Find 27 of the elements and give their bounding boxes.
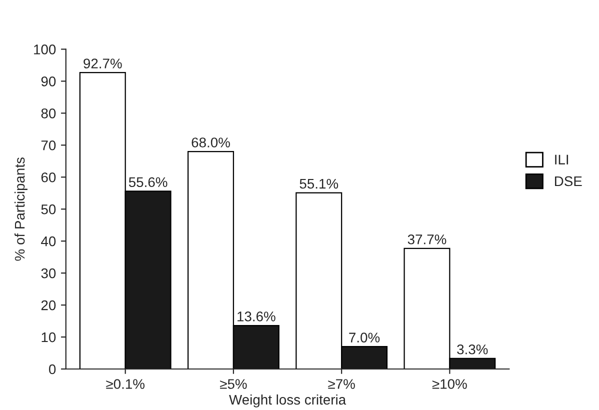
data-label: 13.6% <box>238 312 276 322</box>
y-tick-label: 20 <box>41 300 56 310</box>
data-label: 55.1% <box>300 178 338 189</box>
x-tick-label: ≥5% <box>220 379 247 389</box>
y-tick-label: 90 <box>41 76 56 86</box>
y-tick-label: 40 <box>41 236 56 246</box>
y-tick-label: 0 <box>48 364 56 374</box>
y-tick-label: 70 <box>41 140 56 150</box>
legend-label: ILI <box>555 154 568 164</box>
y-axis-title: % of Participants <box>14 157 28 261</box>
x-tick-label: ≥0.1% <box>106 379 144 389</box>
y-tick-label: 30 <box>41 268 56 278</box>
data-label: 68.0% <box>192 138 230 148</box>
y-tick-label: 100 <box>34 44 56 54</box>
data-label: 7.0% <box>349 332 380 342</box>
data-label: 92.7% <box>84 58 122 68</box>
data-label: 55.6% <box>128 177 168 188</box>
x-tick-label: ≥7% <box>328 379 355 389</box>
x-tick-label: ≥10% <box>432 379 467 389</box>
legend-label: DSE <box>555 176 582 186</box>
data-label: 37.7% <box>408 234 446 244</box>
y-tick-label: 10 <box>42 332 56 342</box>
data-label: 3.3% <box>457 344 488 354</box>
y-tick-label: 80 <box>41 108 56 118</box>
y-tick-label: 60 <box>41 172 56 182</box>
x-axis-title: Weight loss criteria <box>229 394 346 408</box>
y-tick-label: 50 <box>41 204 56 214</box>
